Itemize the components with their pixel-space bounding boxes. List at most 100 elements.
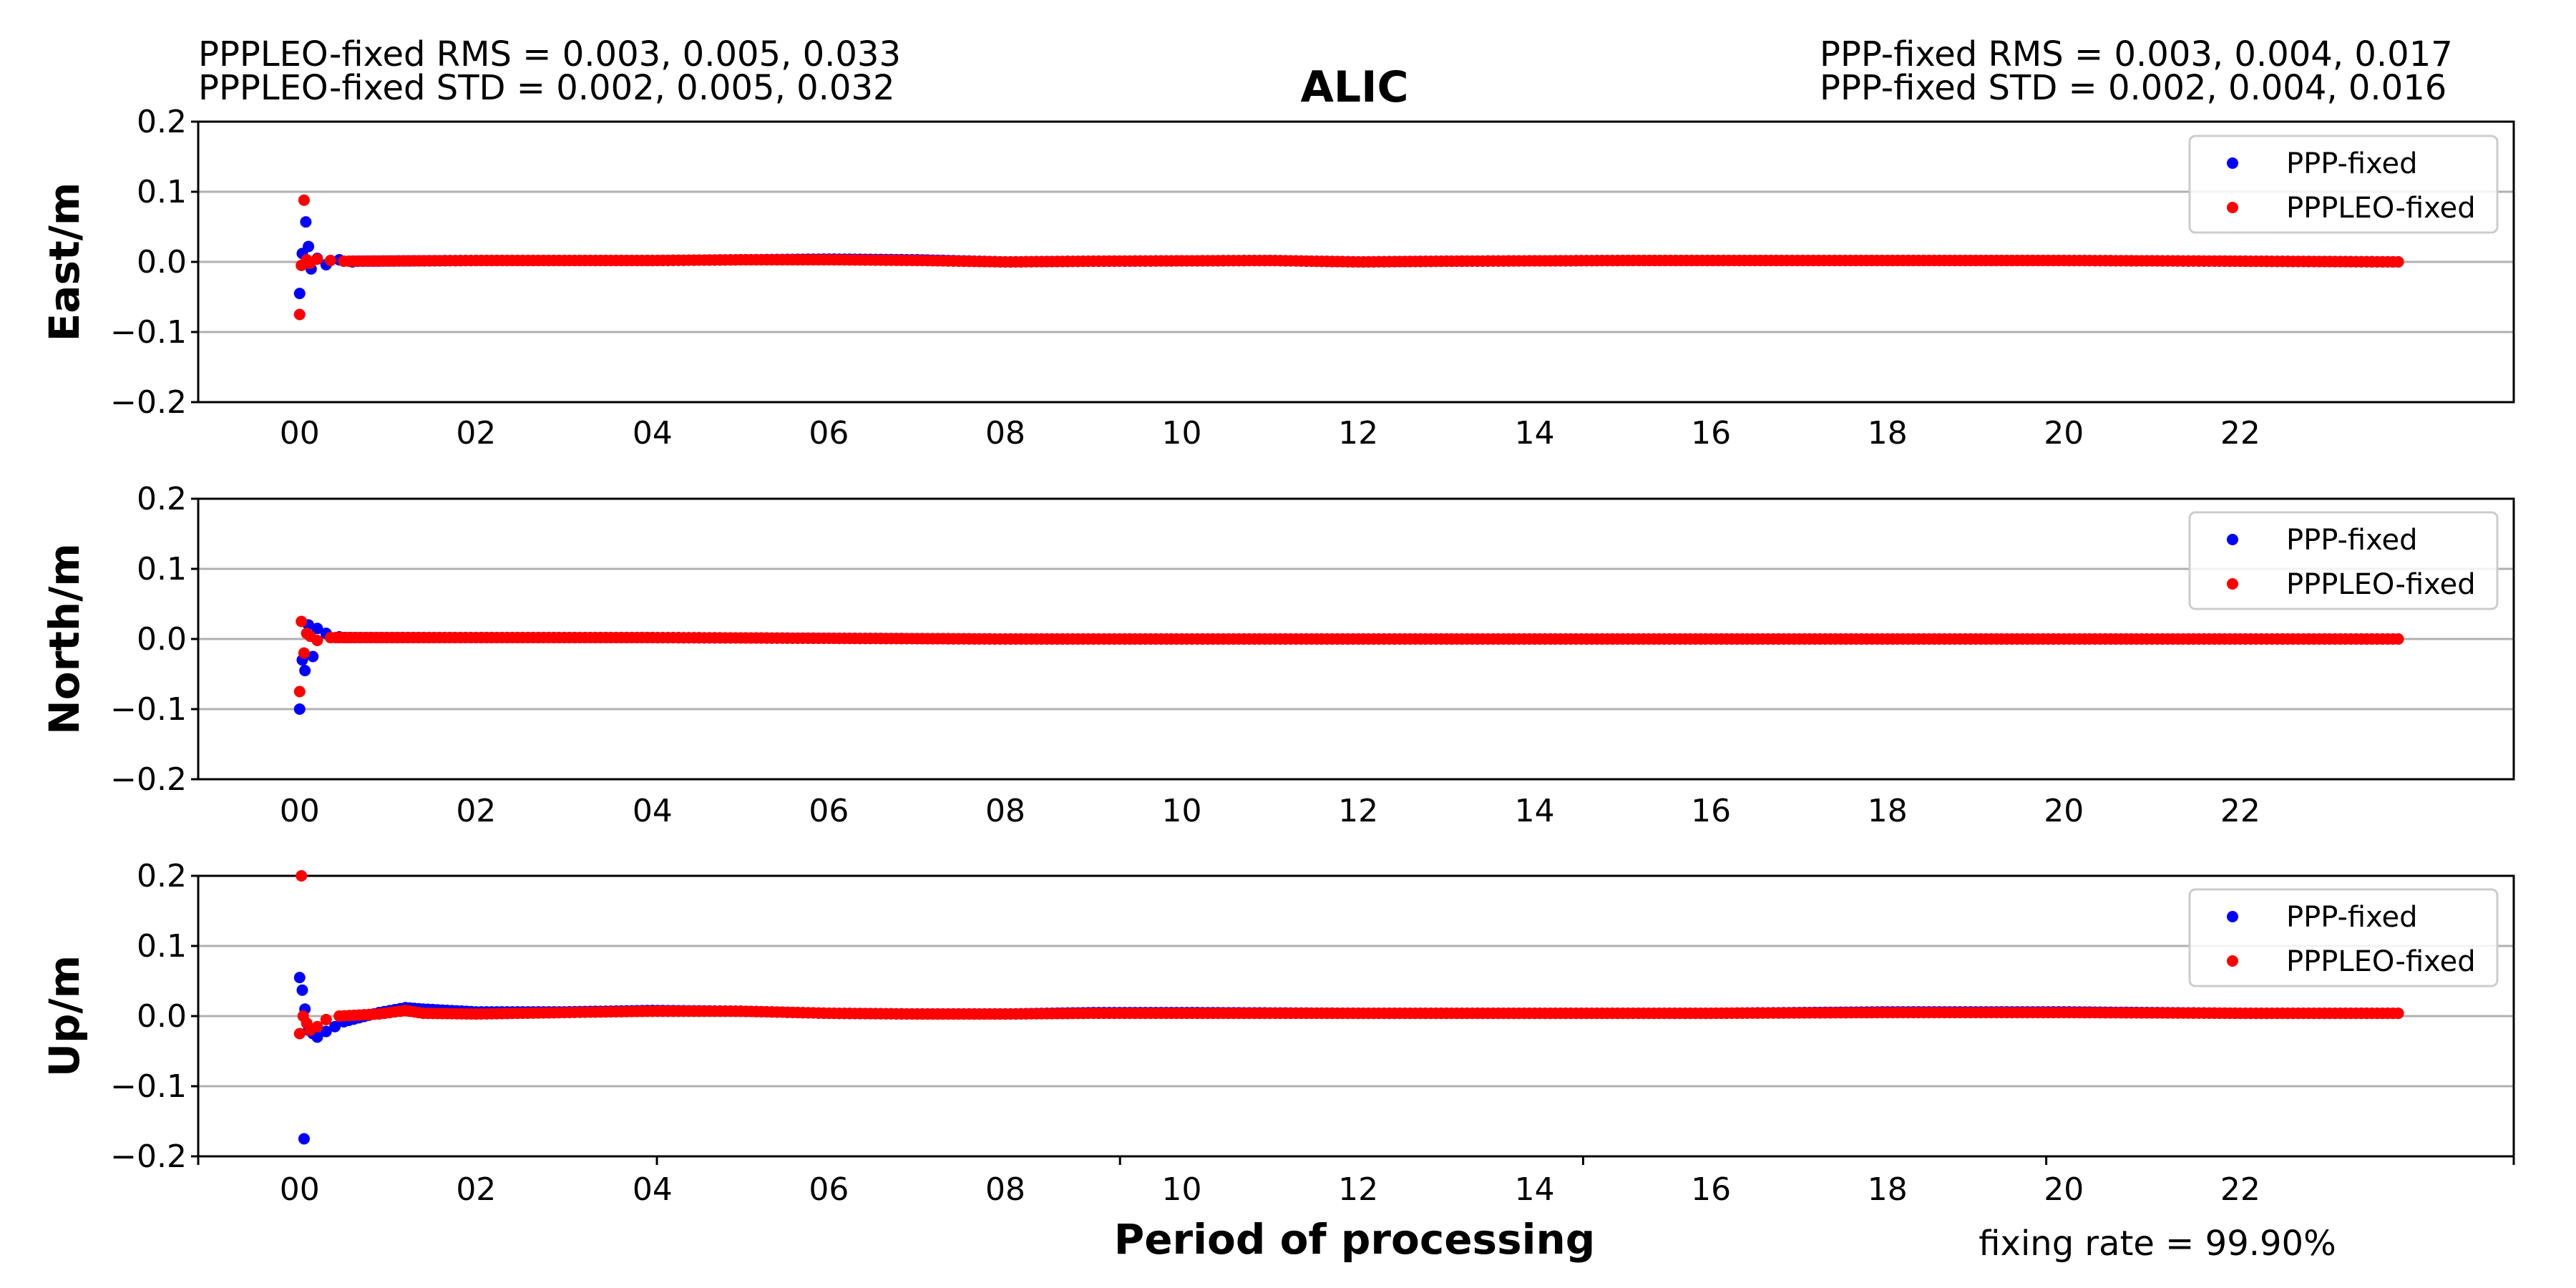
x-tick-label: 18 [1868, 415, 1908, 452]
data-point [296, 984, 308, 996]
y-tick-label: 0.0 [137, 998, 187, 1035]
data-point [299, 665, 311, 677]
data-point [311, 1031, 323, 1043]
legend: PPP-fixed PPPLEO-fixed [2188, 135, 2499, 234]
x-tick-label: 04 [633, 793, 673, 829]
data-point [2392, 255, 2404, 268]
legend-box [2188, 888, 2499, 987]
x-tick-label: 20 [2044, 793, 2084, 829]
header-right-rms: PPP-fixed RMS = 0.003, 0.004, 0.017 [1820, 34, 2453, 74]
data-point [329, 1020, 341, 1033]
data-point [293, 1028, 306, 1040]
legend-label: PPP-fixed [2286, 901, 2418, 934]
x-tick-label: 02 [456, 793, 496, 829]
data-point [298, 194, 310, 206]
data-point [333, 1010, 346, 1022]
header-left-std: PPPLEO-fixed STD = 0.002, 0.005, 0.032 [198, 68, 895, 108]
x-tick-label: 16 [1691, 793, 1731, 829]
x-tick-label: 00 [280, 415, 320, 452]
x-tick-label: 18 [1868, 1171, 1908, 1208]
x-tick-label: 14 [1515, 415, 1555, 452]
x-tick-label: 00 [280, 1171, 320, 1208]
data-point [298, 647, 310, 659]
y-tick-label: −0.2 [110, 761, 187, 798]
x-tick-label: 20 [2044, 1171, 2084, 1208]
x-tick-label: 00 [280, 793, 320, 829]
x-tick-label: 12 [1338, 415, 1378, 452]
data-point [303, 240, 315, 253]
data-point [311, 253, 323, 265]
legend: PPP-fixed PPPLEO-fixed [2188, 511, 2499, 610]
x-tick-label: 20 [2044, 415, 2084, 452]
data-point [338, 255, 350, 268]
x-tick-label: 02 [456, 1171, 496, 1208]
y-tick-label: 0.1 [137, 928, 187, 965]
x-tick-label: 22 [2220, 793, 2260, 829]
chart-title: ALIC [1300, 62, 1408, 112]
x-tick-label: 16 [1691, 415, 1731, 452]
x-tick-label: 04 [633, 1171, 673, 1208]
header-right-std: PPP-fixed STD = 0.002, 0.004, 0.016 [1820, 68, 2446, 108]
legend-marker [2227, 202, 2238, 213]
data-point [293, 308, 306, 321]
y-tick-label: 0.2 [137, 481, 187, 517]
x-tick-label: 04 [633, 415, 673, 452]
x-tick-label: 14 [1515, 793, 1555, 829]
legend-marker [2227, 955, 2238, 967]
data-point [311, 634, 323, 646]
legend-marker [2227, 578, 2238, 590]
x-tick-label: 10 [1162, 1171, 1202, 1208]
x-tick-label: 10 [1162, 793, 1202, 829]
data-point [324, 632, 336, 644]
x-tick-label: 06 [809, 1171, 849, 1208]
legend-marker [2227, 534, 2238, 545]
series-pppleo-fixed [293, 615, 2404, 698]
legend-label: PPPLEO-fixed [2286, 568, 2476, 601]
y-tick-label: 0.1 [137, 174, 187, 210]
y-axis-label: Up/m [40, 955, 89, 1077]
x-tick-label: 02 [456, 415, 496, 452]
x-tick-label: 18 [1868, 793, 1908, 829]
x-tick-label: 22 [2220, 415, 2260, 452]
data-point [311, 623, 323, 635]
x-tick-label: 22 [2220, 1171, 2260, 1208]
legend: PPP-fixed PPPLEO-fixed [2188, 888, 2499, 987]
fixing-rate: fixing rate = 99.90% [1979, 1224, 2336, 1264]
y-tick-label: −0.1 [110, 1068, 187, 1105]
data-point [320, 1013, 332, 1025]
data-point [296, 615, 308, 628]
header-left-rms: PPPLEO-fixed RMS = 0.003, 0.005, 0.033 [198, 34, 901, 74]
data-point [296, 870, 308, 882]
x-axis-label: Period of processing [1114, 1215, 1596, 1264]
x-tick-label: 12 [1338, 1171, 1378, 1208]
panel-east: −0.2 −0.1 0.0 0.1 0.2 00 02 04 06 08 10 12 14 16 18 20 2… [40, 104, 2515, 452]
legend-label: PPPLEO-fixed [2286, 192, 2476, 225]
x-tick-label: 08 [985, 1171, 1025, 1208]
x-tick-label: 12 [1338, 793, 1378, 829]
y-axis-label: East/m [40, 182, 89, 342]
x-tick-label: 10 [1162, 415, 1202, 452]
data-point [311, 1020, 323, 1033]
data-point [293, 288, 306, 300]
panel-up: −0.2 −0.1 0.0 0.1 0.2 00 02 04 06 08 10 12 14 16 18 20 2… [40, 858, 2515, 1208]
data-point [293, 972, 306, 984]
data-point [293, 686, 306, 698]
y-tick-label: 0.1 [137, 551, 187, 587]
series-pppleo-fixed [293, 194, 2404, 321]
data-point [307, 650, 319, 663]
legend-label: PPPLEO-fixed [2286, 945, 2476, 978]
data-point [300, 216, 312, 228]
legend-box [2188, 511, 2499, 610]
x-tick-label: 16 [1691, 1171, 1731, 1208]
data-point [2392, 1008, 2404, 1020]
legend-marker [2227, 911, 2238, 922]
y-tick-label: −0.2 [110, 1138, 187, 1175]
y-tick-label: 0.2 [137, 104, 187, 140]
data-point [324, 255, 336, 267]
panels-group: −0.2 −0.1 0.0 0.1 0.2 00 02 04 06 08 10 12 14 16 18 20 2… [40, 104, 2515, 1208]
legend-marker [2227, 157, 2238, 169]
y-tick-label: 0.2 [137, 858, 187, 894]
x-tick-label: 06 [809, 793, 849, 829]
legend-label: PPP-fixed [2286, 147, 2418, 180]
